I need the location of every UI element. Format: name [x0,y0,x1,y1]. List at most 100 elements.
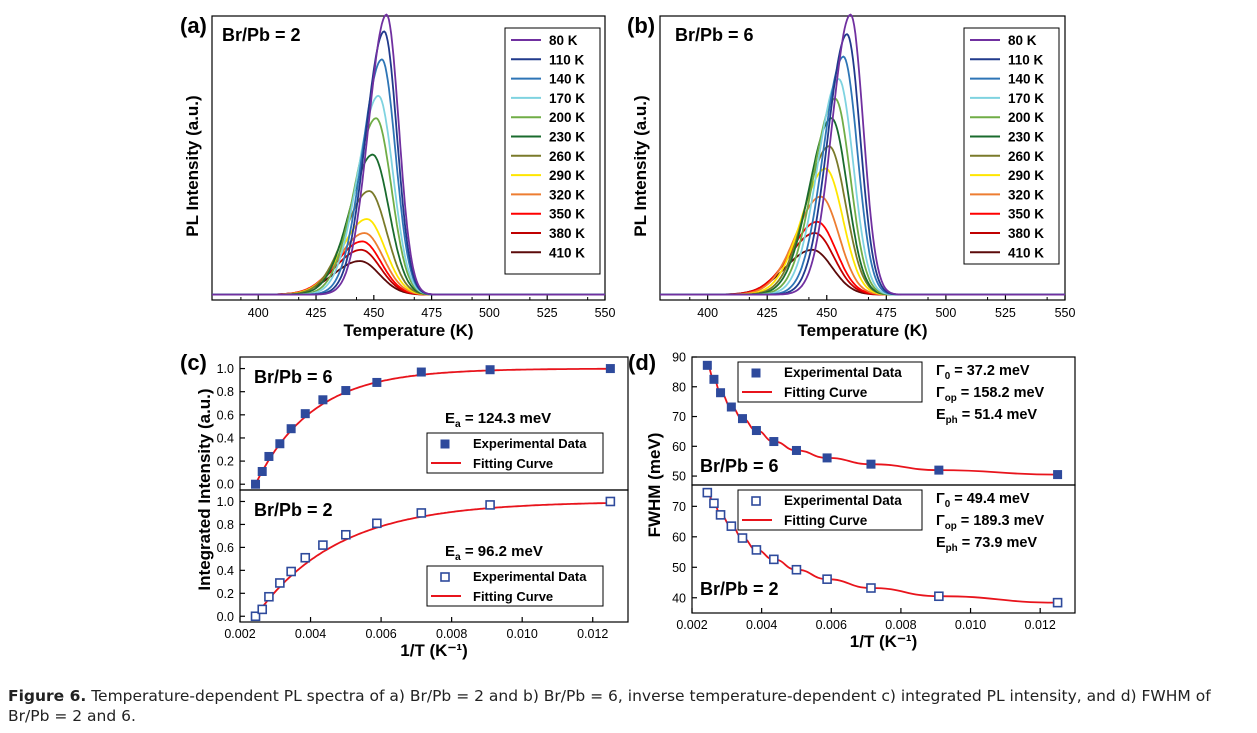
data-point [822,574,832,584]
legend-label: Fitting Curve [784,513,868,528]
legend-label: 380 K [549,226,585,241]
legend-label: 200 K [549,110,585,125]
fit-parameter: Γop = 158.2 meV [936,385,1045,404]
data-point [709,374,719,384]
data-point [934,465,944,475]
data-point [264,451,274,461]
plot-frame [211,15,606,301]
legend-marker [440,572,450,582]
y-tick-label: 90 [672,351,686,365]
x-tick-label: 400 [248,306,269,320]
x-tick-label: 0.010 [955,618,986,632]
panel-label: (c) [180,350,207,375]
legend-label: 80 K [549,33,578,48]
legend-label: 290 K [1008,168,1044,183]
legend-label: 380 K [1008,226,1044,241]
legend-label: Experimental Data [473,436,587,451]
fit-parameter: Γ0 = 37.2 meV [936,363,1030,382]
y-tick-label: 40 [672,591,686,605]
y-tick-label: 0.4 [217,564,234,578]
y-axis-label: PL Intensity (a.u.) [183,95,202,236]
data-point [769,554,779,565]
data-point [416,367,426,377]
y-tick-label: 0.4 [217,431,234,445]
data-point [791,445,801,455]
data-point [934,591,944,602]
data-point [605,364,615,374]
legend-label: 350 K [1008,207,1044,222]
x-tick-label: 0.008 [885,618,916,632]
legend-label: 200 K [1008,110,1044,125]
fit-parameter: Eph = 51.4 meV [936,407,1037,426]
data-point [286,566,296,577]
caption-text: Temperature-dependent PL spectra of a) B… [8,687,1211,725]
composition-label: Br/Pb = 2 [700,579,779,599]
data-point [257,466,267,476]
data-point [275,439,285,449]
data-point [485,500,495,510]
x-tick-label: 0.002 [224,627,255,641]
data-point [341,529,351,540]
legend-box [426,432,604,474]
data-point [769,437,779,447]
legend-label: 320 K [1008,187,1044,202]
legend-label: 110 K [1008,52,1044,67]
legend-marker [440,439,450,449]
y-axis-label: PL Intensity (a.u.) [631,95,650,236]
x-tick-label: 525 [537,306,558,320]
legend-label: 260 K [1008,149,1044,164]
legend-label: 320 K [549,187,585,202]
plot-frame [659,15,1066,301]
y-tick-label: 1.0 [217,362,234,376]
legend-label: 350 K [549,207,585,222]
data-point [264,591,274,602]
plot-frame [239,489,629,623]
legend-label: 110 K [549,52,585,67]
legend-box [737,489,923,531]
data-point [715,510,726,520]
y-axis-label: FWHM (meV) [645,433,664,538]
data-point [822,453,832,463]
x-tick-label: 400 [697,306,718,320]
x-tick-label: 475 [421,306,442,320]
data-point [709,498,719,509]
data-point [866,583,876,593]
data-point [485,365,495,375]
x-tick-label: 0.002 [676,618,707,632]
y-tick-label: 0.2 [217,455,234,469]
panel-label: (b) [627,13,655,38]
x-tick-label: 550 [1055,306,1076,320]
data-point [372,377,382,387]
data-point [318,395,328,405]
legend-label: Fitting Curve [473,589,553,604]
composition-label: Br/Pb = 6 [675,25,754,45]
data-point [416,508,427,518]
y-tick-label: 0.0 [217,478,234,492]
legend-label: 170 K [1008,91,1044,106]
data-point [318,540,328,550]
data-point [702,360,712,370]
x-tick-label: 0.010 [507,627,538,641]
x-axis-label: 1/T (K⁻¹) [850,632,918,651]
x-axis-label: Temperature (K) [797,321,927,340]
x-tick-label: 0.012 [1025,618,1056,632]
y-tick-label: 70 [672,500,686,514]
data-point [251,479,261,489]
x-tick-label: 525 [995,306,1016,320]
figure-6: 400 425 450 475 500 525 550 Temperature (K) PL I… [180,13,1076,660]
fit-curve [254,502,611,617]
legend-label: 260 K [549,149,585,164]
y-tick-label: 70 [672,410,686,424]
y-tick-label: 0.0 [217,610,234,624]
spectrum-line-80K [660,13,1065,296]
x-tick-label: 450 [363,306,384,320]
y-tick-label: 0.8 [217,518,234,532]
activation-energy: Ea = 124.3 meV [445,410,551,430]
legend-marker [751,496,761,506]
x-tick-label: 500 [935,306,956,320]
y-tick-label: 0.8 [217,385,234,399]
y-axis-label: Integrated Intensity (a.u.) [195,388,214,590]
x-tick-label: 0.006 [816,618,847,632]
x-tick-label: 550 [595,306,616,320]
composition-label: Br/Pb = 2 [222,25,301,45]
